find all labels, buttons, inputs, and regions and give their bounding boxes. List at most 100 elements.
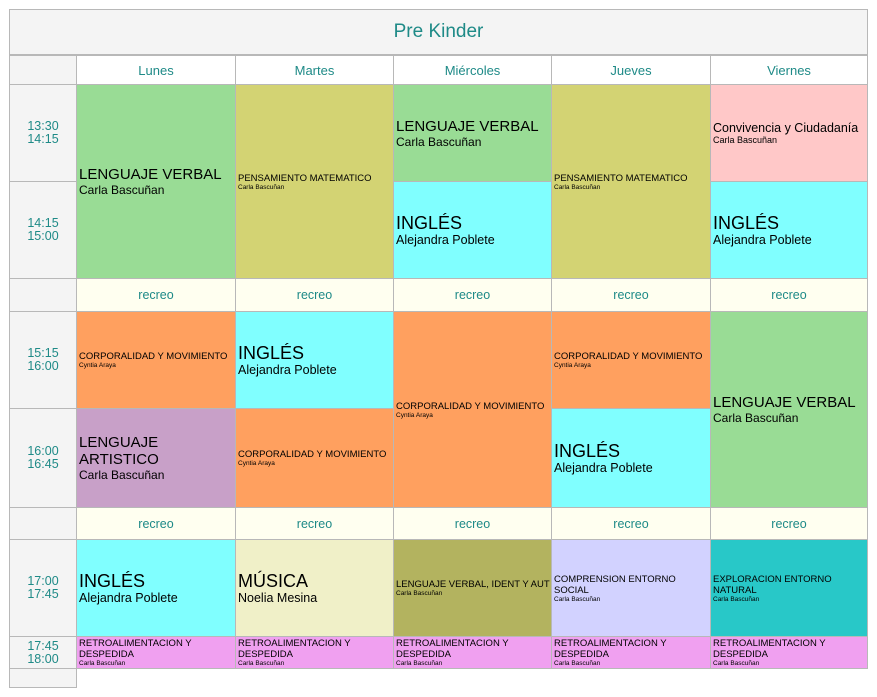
recreo-cell: recreo <box>551 278 711 312</box>
subject-name: LENGUAJE VERBAL <box>396 117 539 135</box>
teacher-name: Carla Bascuñan <box>79 183 165 197</box>
class-block: INGLÉS Alejandra Poblete <box>235 311 394 409</box>
subject-name: RETROALIMENTACION Y DESPEDIDA <box>713 638 826 660</box>
teacher-name: Cyntia Araya <box>554 362 591 369</box>
day-header-martes: Martes <box>235 55 394 85</box>
class-block: INGLÉS Alejandra Poblete <box>710 181 868 279</box>
teacher-name: Carla Bascuñan <box>396 134 482 149</box>
teacher-name: Alejandra Poblete <box>79 590 178 605</box>
day-header-viernes: Viernes <box>710 55 868 85</box>
day-header-jueves: Jueves <box>551 55 711 85</box>
recreo-cell: recreo <box>76 278 236 312</box>
teacher-name: Cyntia Araya <box>396 411 433 419</box>
subject-name: CORPORALIDAD Y MOVIMIENTO <box>554 351 703 362</box>
class-block: RETROALIMENTACION Y DESPEDIDA Carla Basc… <box>710 636 868 669</box>
time-end: 14:15 <box>27 132 59 146</box>
teacher-name: Carla Bascuñan <box>396 660 443 667</box>
class-block: EXPLORACION ENTORNO NATURAL Carla Bascuñ… <box>710 539 868 637</box>
subject-name: LENGUAJE VERBAL <box>79 166 222 183</box>
time-slot: 13:30 14:15 <box>9 84 77 182</box>
teacher-name: Cyntia Araya <box>238 460 275 467</box>
class-block: MÚSICA Noelia Mesina <box>235 539 394 637</box>
teacher-name: Carla Bascuñan <box>713 411 799 425</box>
class-block: LENGUAJE VERBAL, IDENT Y AUT Carla Bascu… <box>393 539 552 637</box>
teacher-name: Carla Bascuñan <box>713 135 778 145</box>
recreo-cell: recreo <box>393 278 552 312</box>
subject-name: MÚSICA <box>238 570 309 591</box>
subject-name: INGLÉS <box>713 212 780 233</box>
footer-blank <box>9 668 77 688</box>
subject-name: CORPORALIDAD Y MOVIMIENTO <box>238 449 387 460</box>
time-end: 15:00 <box>27 229 59 243</box>
teacher-name: Carla Bascuñan <box>713 660 760 667</box>
teacher-name: Carla Bascuñan <box>238 183 285 191</box>
recreo-cell: recreo <box>393 507 552 540</box>
subject-name: PENSAMIENTO MATEMATICO <box>238 172 372 184</box>
time-start: 14:15 <box>27 216 59 230</box>
recreo-cell: recreo <box>551 507 711 540</box>
class-block: LENGUAJE VERBAL Carla Bascuñan <box>76 84 236 279</box>
time-end: 16:00 <box>27 359 59 373</box>
time-slot: 17:45 18:00 <box>9 636 77 669</box>
recreo-cell: recreo <box>235 278 394 312</box>
subject-name: LENGUAJE VERBAL <box>713 394 856 411</box>
subject-name: CORPORALIDAD Y MOVIMIENTO <box>79 351 228 362</box>
teacher-name: Alejandra Poblete <box>554 460 653 475</box>
recreo-cell: recreo <box>235 507 394 540</box>
teacher-name: Alejandra Poblete <box>713 232 812 247</box>
teacher-name: Carla Bascuñan <box>79 468 165 482</box>
recreo-time-blank <box>9 278 77 312</box>
time-slot: 16:00 16:45 <box>9 408 77 508</box>
subject-name: COMPRENSION ENTORNO SOCIAL <box>554 573 676 596</box>
header-corner <box>9 55 77 85</box>
teacher-name: Carla Bascuñan <box>554 595 601 603</box>
subject-name: RETROALIMENTACION Y DESPEDIDA <box>396 638 509 660</box>
subject-name: INGLÉS <box>238 342 305 363</box>
time-end: 16:45 <box>27 457 59 471</box>
time-slot: 14:15 15:00 <box>9 181 77 279</box>
subject-name: CORPORALIDAD Y MOVIMIENTO <box>396 400 545 412</box>
teacher-name: Noelia Mesina <box>238 590 318 605</box>
class-block: RETROALIMENTACION Y DESPEDIDA Carla Basc… <box>235 636 394 669</box>
time-end: 17:45 <box>27 587 59 601</box>
subject-name: INGLÉS <box>554 440 621 461</box>
teacher-name: Carla Bascuñan <box>238 660 285 667</box>
class-block: CORPORALIDAD Y MOVIMIENTO Cyntia Araya <box>235 408 394 508</box>
time-end: 18:00 <box>27 651 59 666</box>
subject-name: RETROALIMENTACION Y DESPEDIDA <box>79 638 192 660</box>
time-slot: 15:15 16:00 <box>9 311 77 409</box>
teacher-name: Carla Bascuñan <box>554 183 601 191</box>
subject-name: Convivencia y Ciudadanía <box>713 121 859 135</box>
subject-name: PENSAMIENTO MATEMATICO <box>554 172 688 184</box>
teacher-name: Carla Bascuñan <box>396 590 443 597</box>
class-block: LENGUAJE VERBAL Carla Bascuñan <box>710 311 868 508</box>
subject-name: EXPLORACION ENTORNO NATURAL <box>713 573 832 596</box>
class-block: PENSAMIENTO MATEMATICO Carla Bascuñan <box>235 84 394 279</box>
teacher-name: Carla Bascuñan <box>79 660 126 667</box>
subject-name: RETROALIMENTACION Y DESPEDIDA <box>238 638 351 660</box>
recreo-cell: recreo <box>710 278 868 312</box>
time-slot: 17:00 17:45 <box>9 539 77 637</box>
recreo-cell: recreo <box>710 507 868 540</box>
recreo-time-blank <box>9 507 77 540</box>
time-start: 17:45 <box>27 638 59 653</box>
class-block: CORPORALIDAD Y MOVIMIENTO Cyntia Araya <box>76 311 236 409</box>
class-block: INGLÉS Alejandra Poblete <box>393 181 552 279</box>
class-block: LENGUAJE VERBAL Carla Bascuñan <box>393 84 552 182</box>
class-block: COMPRENSION ENTORNO SOCIAL Carla Bascuña… <box>551 539 711 637</box>
day-header-lunes: Lunes <box>76 55 236 85</box>
class-block: PENSAMIENTO MATEMATICO Carla Bascuñan <box>551 84 711 279</box>
time-start: 16:00 <box>27 444 59 458</box>
subject-name: INGLÉS <box>79 570 146 591</box>
time-start: 17:00 <box>27 574 59 588</box>
subject-name: RETROALIMENTACION Y DESPEDIDA <box>554 638 667 660</box>
teacher-name: Carla Bascuñan <box>554 660 601 667</box>
class-block: RETROALIMENTACION Y DESPEDIDA Carla Basc… <box>76 636 236 669</box>
teacher-name: Alejandra Poblete <box>238 362 337 377</box>
class-block: CORPORALIDAD Y MOVIMIENTO Cyntia Araya <box>393 311 552 508</box>
class-block: INGLÉS Alejandra Poblete <box>551 408 711 508</box>
class-block: RETROALIMENTACION Y DESPEDIDA Carla Basc… <box>551 636 711 669</box>
class-block: RETROALIMENTACION Y DESPEDIDA Carla Basc… <box>393 636 552 669</box>
class-block: INGLÉS Alejandra Poblete <box>76 539 236 637</box>
page-title: Pre Kinder <box>9 9 868 55</box>
